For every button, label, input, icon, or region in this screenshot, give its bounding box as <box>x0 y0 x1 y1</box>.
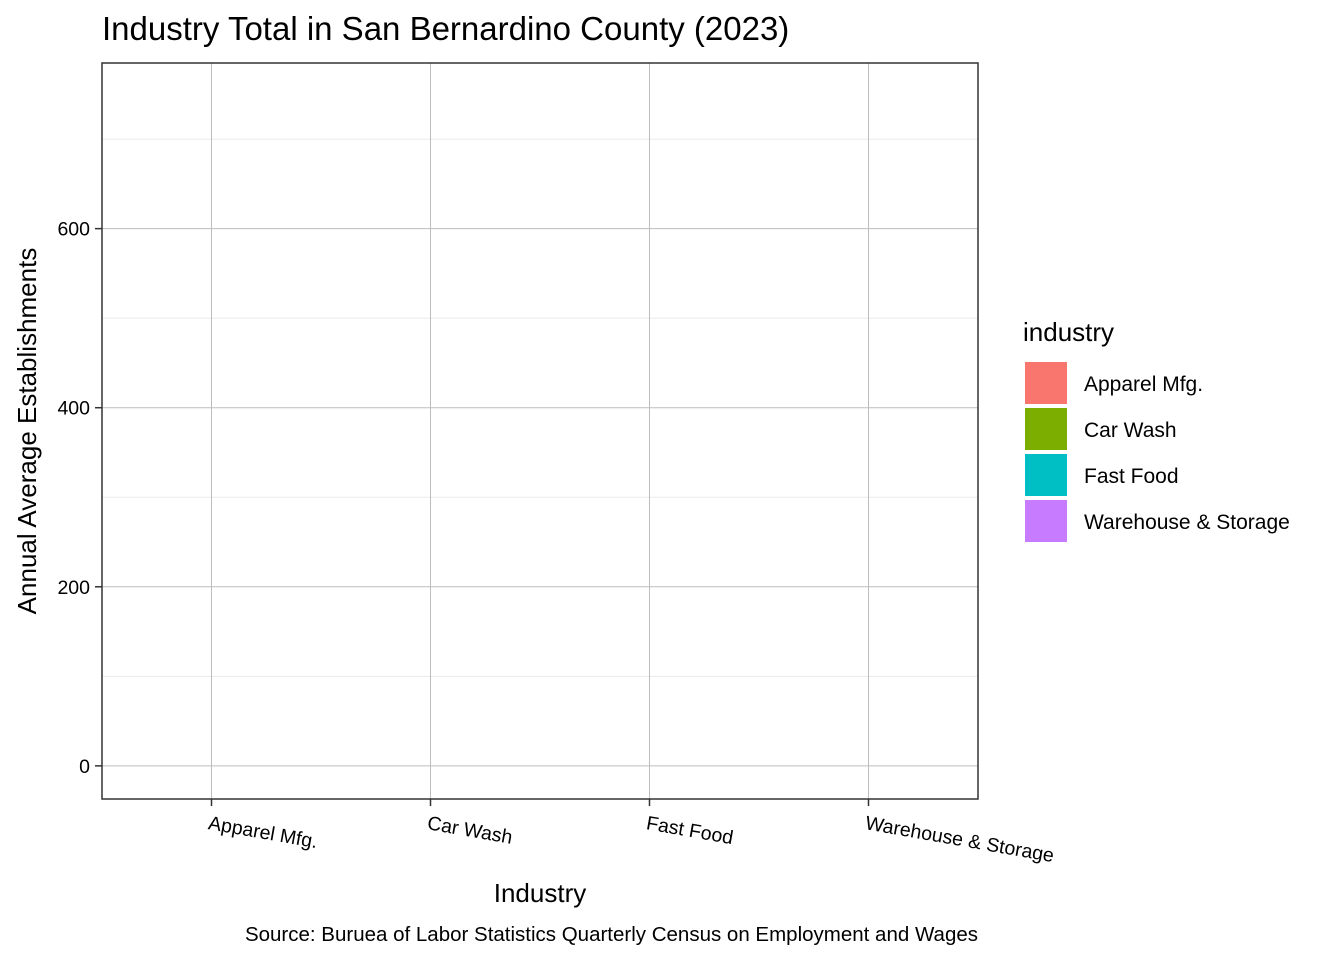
plot-panel <box>101 62 979 800</box>
legend: industry Apparel Mfg. Car Wash Fast Food Wa… <box>1023 317 1290 542</box>
legend-swatch <box>1025 454 1067 496</box>
legend-label: Apparel Mfg. <box>1084 373 1203 396</box>
y-tick-label: 400 <box>57 398 90 420</box>
legend-label: Fast Food <box>1084 465 1179 488</box>
x-tick-label: Fast Food <box>645 812 735 849</box>
legend-item: Fast Food <box>1025 454 1179 496</box>
legend-label: Car Wash <box>1084 419 1177 442</box>
legend-item: Apparel Mfg. <box>1025 362 1203 404</box>
plot-border <box>101 62 979 800</box>
plot-background <box>102 63 978 799</box>
legend-swatch <box>1025 362 1067 404</box>
x-axis-title: Industry <box>494 878 587 908</box>
y-tick-label: 200 <box>57 577 90 599</box>
chart-title: Industry Total in San Bernardino County … <box>102 10 789 47</box>
legend-swatch <box>1025 408 1067 450</box>
legend-title: industry <box>1023 317 1114 347</box>
caption: Source: Buruea of Labor Statistics Quart… <box>245 923 978 946</box>
major-gridlines <box>102 63 978 799</box>
x-tick-label: Apparel Mfg. <box>207 812 320 853</box>
minor-gridlines <box>102 138 978 677</box>
y-axis: 0 200 400 600 <box>57 219 102 778</box>
legend-label: Warehouse & Storage <box>1084 511 1290 534</box>
x-tick-label: Car Wash <box>426 812 514 849</box>
legend-swatch <box>1025 500 1067 542</box>
legend-item: Warehouse & Storage <box>1025 500 1290 542</box>
y-tick-label: 0 <box>79 756 90 778</box>
x-tick-label: Warehouse & Storage <box>864 812 1056 867</box>
x-axis: Apparel Mfg. Car Wash Fast Food Warehouse &… <box>207 799 1056 867</box>
legend-item: Car Wash <box>1025 408 1177 450</box>
y-tick-label: 600 <box>57 219 90 241</box>
y-axis-title: Annual Average Establishments <box>12 248 42 615</box>
